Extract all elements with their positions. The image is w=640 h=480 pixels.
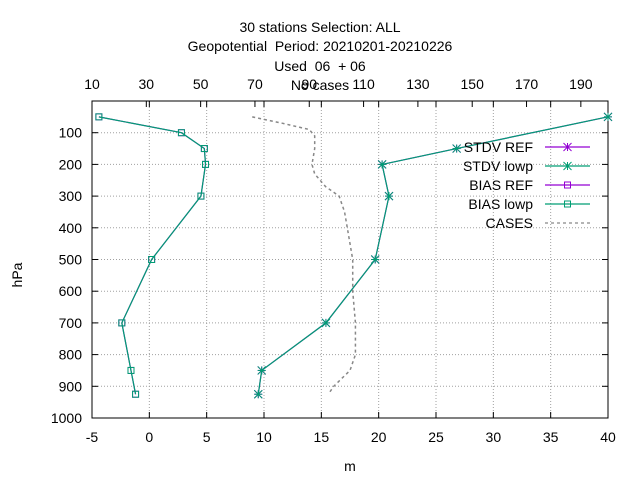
legend-label: STDV REF xyxy=(464,139,533,155)
data-point xyxy=(200,145,208,153)
data-point xyxy=(257,366,267,375)
legend-item: STDV REF xyxy=(464,139,590,155)
series-stdv-lowp xyxy=(253,112,613,399)
x2-tick-label: 150 xyxy=(461,76,485,92)
x2-tick-label: 170 xyxy=(515,76,539,92)
y-tick-label: 200 xyxy=(59,156,83,172)
legend-label: CASES xyxy=(486,215,533,231)
legend-marker xyxy=(563,142,572,152)
series-line xyxy=(257,116,609,395)
legend-item: CASES xyxy=(486,215,590,231)
x2-tick-label: 110 xyxy=(352,76,375,92)
data-point xyxy=(253,389,263,399)
data-point xyxy=(370,255,380,264)
data-point xyxy=(377,160,387,169)
series-line xyxy=(98,116,207,395)
x-axis-label: m xyxy=(344,458,356,474)
axes: -5 0 5 10 15 20 25 30 35 40 10 30 50 70 90 110 130 150 170… xyxy=(51,76,616,445)
chart-title-line-3: Used 06 + 06 xyxy=(274,58,366,74)
data-point xyxy=(197,192,205,200)
legend-item: BIAS REF xyxy=(469,177,590,193)
series-line xyxy=(98,116,207,395)
series xyxy=(95,112,613,399)
y-tick-label: 400 xyxy=(59,220,83,236)
x-tick-label: 10 xyxy=(256,429,272,445)
legend-item: STDV lowp xyxy=(463,158,590,174)
data-point xyxy=(148,256,156,263)
data-point xyxy=(95,113,103,121)
x2-tick-label: 70 xyxy=(247,76,263,92)
chart-title-line-4: No cases xyxy=(290,77,350,93)
legend-label: BIAS REF xyxy=(469,177,533,193)
data-point xyxy=(202,160,210,168)
x2-tick-label: 190 xyxy=(569,76,593,92)
data-point xyxy=(603,112,613,122)
x-tick-label: 20 xyxy=(371,429,387,445)
legend-label: STDV lowp xyxy=(463,158,533,174)
legend-marker xyxy=(564,200,571,208)
x-tick-label: 5 xyxy=(203,429,211,445)
y-tick-label: 1000 xyxy=(51,410,82,426)
series-line xyxy=(257,116,609,395)
data-point xyxy=(177,129,185,137)
y-axis-label: hPa xyxy=(9,262,25,287)
series-stdv-ref xyxy=(253,112,613,399)
y-tick-label: 700 xyxy=(59,315,83,331)
legend-marker xyxy=(564,181,571,189)
x2-tick-label: 10 xyxy=(84,76,100,92)
data-point xyxy=(452,144,461,153)
series-cases xyxy=(252,116,357,395)
chart-title-line-1: 30 stations Selection: ALL xyxy=(239,19,401,35)
legend-item: BIAS lowp xyxy=(468,196,590,212)
x-tick-label: 40 xyxy=(600,429,616,445)
x2-tick-label: 90 xyxy=(301,76,317,92)
x-tick-label: 35 xyxy=(543,429,559,445)
x-tick-label: -5 xyxy=(86,429,99,445)
legend: STDV REF STDV lowp BIAS REF BIAS lowp CASES xyxy=(463,139,590,231)
x-tick-label: 0 xyxy=(145,429,153,445)
x-tick-label: 25 xyxy=(428,429,444,445)
x2-tick-label: 50 xyxy=(193,76,209,92)
data-point xyxy=(321,318,331,328)
data-point xyxy=(127,366,135,374)
x2-tick-label: 30 xyxy=(139,76,155,92)
legend-marker xyxy=(563,161,572,171)
legend-label: BIAS lowp xyxy=(468,196,533,212)
y-tick-label: 500 xyxy=(59,252,83,268)
y-tick-label: 300 xyxy=(59,188,83,204)
series-line xyxy=(252,116,357,395)
y-tick-label: 600 xyxy=(59,283,83,299)
x2-tick-label: 130 xyxy=(406,76,430,92)
x-tick-label: 30 xyxy=(486,429,502,445)
y-tick-label: 900 xyxy=(59,378,83,394)
y-tick-label: 100 xyxy=(59,125,83,141)
y-tick-label: 800 xyxy=(59,347,83,363)
series-bias-lowp xyxy=(95,113,210,398)
data-point xyxy=(384,191,394,201)
data-point xyxy=(132,390,140,398)
x-tick-label: 15 xyxy=(314,429,330,445)
chart-title-line-2: Geopotential Period: 20210201-20210226 xyxy=(187,38,453,54)
data-point xyxy=(118,319,126,327)
